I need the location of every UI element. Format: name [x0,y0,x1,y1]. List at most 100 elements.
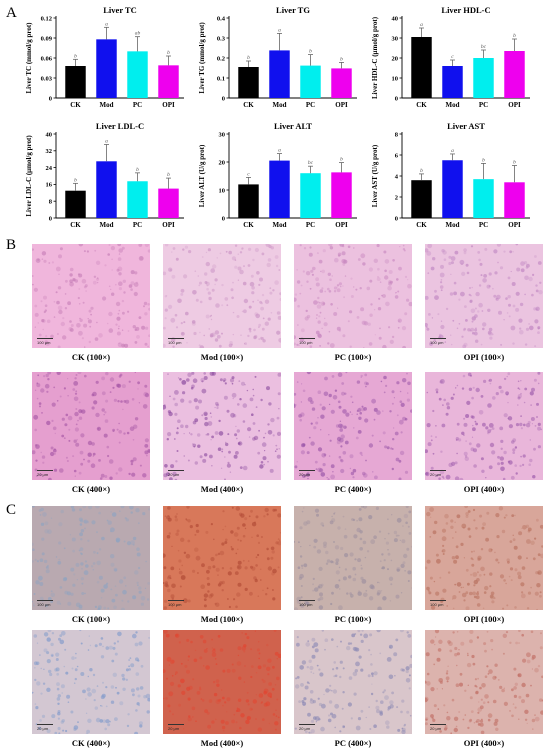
chart-liver-hdl-c: Liver HDL-C Liver HDL-C (μmol/g prot) 0 10 2… [371,5,530,109]
x-tick-label: PC [133,221,142,229]
bar-ck [411,180,432,218]
panel-label-a: A [6,5,17,21]
x-tick-label: OPI [508,101,521,109]
x-tick-label: CK [243,221,254,229]
micrograph-texture [32,506,150,610]
y-tick-label: 0 [49,215,52,222]
y-tick-label: 24 [46,165,53,172]
y-tick-label: 0.4 [217,15,226,22]
x-tick-label: CK [243,101,254,109]
significance-letter: b [340,157,343,163]
bar-mod [269,160,290,218]
y-tick-label: 0 [49,95,52,102]
caption-he-mod-100x: Mod (100×) [200,352,244,362]
x-tick-label: Mod [100,101,114,109]
significance-letter: b [513,160,516,166]
chart-liver-ast: Liver AST Liver AST (U/g prot) 0 2 4 6 8 b CK a Mo… [371,121,530,229]
significance-letter: b [247,55,250,61]
micrograph-texture [425,630,543,734]
y-tick-label: 2 [395,194,398,201]
y-tick-label: 40 [46,131,53,138]
micrograph-texture [294,244,412,348]
x-tick-label: PC [306,221,315,229]
caption-oro-opi-400x: OPI (400×) [463,738,505,748]
chart-title: Liver AST [447,121,485,131]
bar-pc [127,51,148,98]
y-tick-label: 8 [49,199,53,206]
y-tick-label: 10 [219,187,226,194]
x-tick-label: OPI [508,221,521,229]
scale-bar: 20 μm [299,470,315,477]
significance-letter: b [420,168,423,174]
significance-letter: b [74,177,77,183]
chart-title: Liver TG [276,5,310,15]
y-tick-label: 0 [395,215,398,222]
bar-pc [300,65,321,98]
significance-letter: a [451,148,454,154]
y-tick-label: 4 [395,173,399,180]
bar-pc [300,173,321,218]
x-tick-label: PC [479,221,488,229]
scale-bar: 100 μm [299,600,315,607]
micrograph-texture [425,372,543,480]
micrograph-texture [425,506,543,610]
scale-bar: 20 μm [37,724,53,731]
significance-letter: a [420,22,423,28]
significance-letter: c [247,171,250,177]
scale-bar: 20 μm [430,470,446,477]
y-axis-label: Liver AST (U/g prot) [371,144,379,207]
panel-label-c: C [6,502,17,518]
x-tick-label: PC [133,101,142,109]
x-tick-label: CK [416,221,427,229]
significance-letter: b [74,53,77,59]
y-tick-label: 32 [46,148,53,155]
significance-letter: b [309,49,312,55]
he-micrograph-mod-400x: 20 μm [163,372,281,480]
significance-letter: b [340,56,343,62]
bar-pc [473,179,494,218]
x-tick-label: Mod [446,221,460,229]
micrograph-texture [163,630,281,732]
scale-bar: 100 μm [168,338,184,345]
bar-opi [158,65,179,98]
he-micrograph-pc-400x: 20 μm [294,372,412,480]
oro-micrograph-opi-100x: 100 μm [425,506,543,610]
caption-he-mod-400x: Mod (400×) [200,484,244,494]
significance-letter: a [278,27,281,33]
y-tick-label: 10 [392,75,399,82]
bar-pc [127,181,148,218]
he-micrograph-pc-100x: 100 μm [294,244,412,348]
y-tick-label: 0 [395,95,398,102]
y-tick-label: 0 [222,95,225,102]
x-tick-label: Mod [100,221,114,229]
oro-micrograph-pc-100x: 100 μm [294,506,412,610]
caption-oro-ck-400x: CK (400×) [71,738,111,748]
oro-micrograph-ck-100x: 100 μm [32,506,150,610]
significance-letter: c [451,54,454,60]
scale-bar: 20 μm [299,724,315,731]
bar-ck [238,67,259,98]
y-tick-label: 30 [219,131,226,138]
significance-letter: ab [135,31,141,37]
chart-liver-tg: Liver TG Liver TG (mmol/g prot) 0 0.1 0.2 0.3… [198,5,357,109]
micrograph-texture [32,630,150,734]
he-micrograph-ck-400x: 20 μm [32,372,150,480]
y-tick-label: 0.12 [41,15,52,22]
chart-title: Liver TC [103,5,136,15]
chart-title: Liver LDL-C [96,121,144,131]
x-tick-label: PC [306,101,315,109]
x-tick-label: OPI [335,221,348,229]
significance-letter: b [136,167,139,173]
micrograph-texture [294,630,412,734]
y-tick-label: 8 [395,131,399,138]
caption-he-pc-100x: PC (100×) [334,352,372,362]
bar-ck [411,37,432,98]
micrograph-texture [32,244,150,348]
chart-title: Liver ALT [274,121,312,131]
oro-micrograph-mod-400x: 20 μm [163,630,281,734]
scale-bar: 100 μm [430,600,446,607]
x-tick-label: CK [416,101,427,109]
bar-opi [158,188,179,218]
scale-bar: 20 μm [37,470,53,477]
x-tick-label: Mod [273,221,287,229]
